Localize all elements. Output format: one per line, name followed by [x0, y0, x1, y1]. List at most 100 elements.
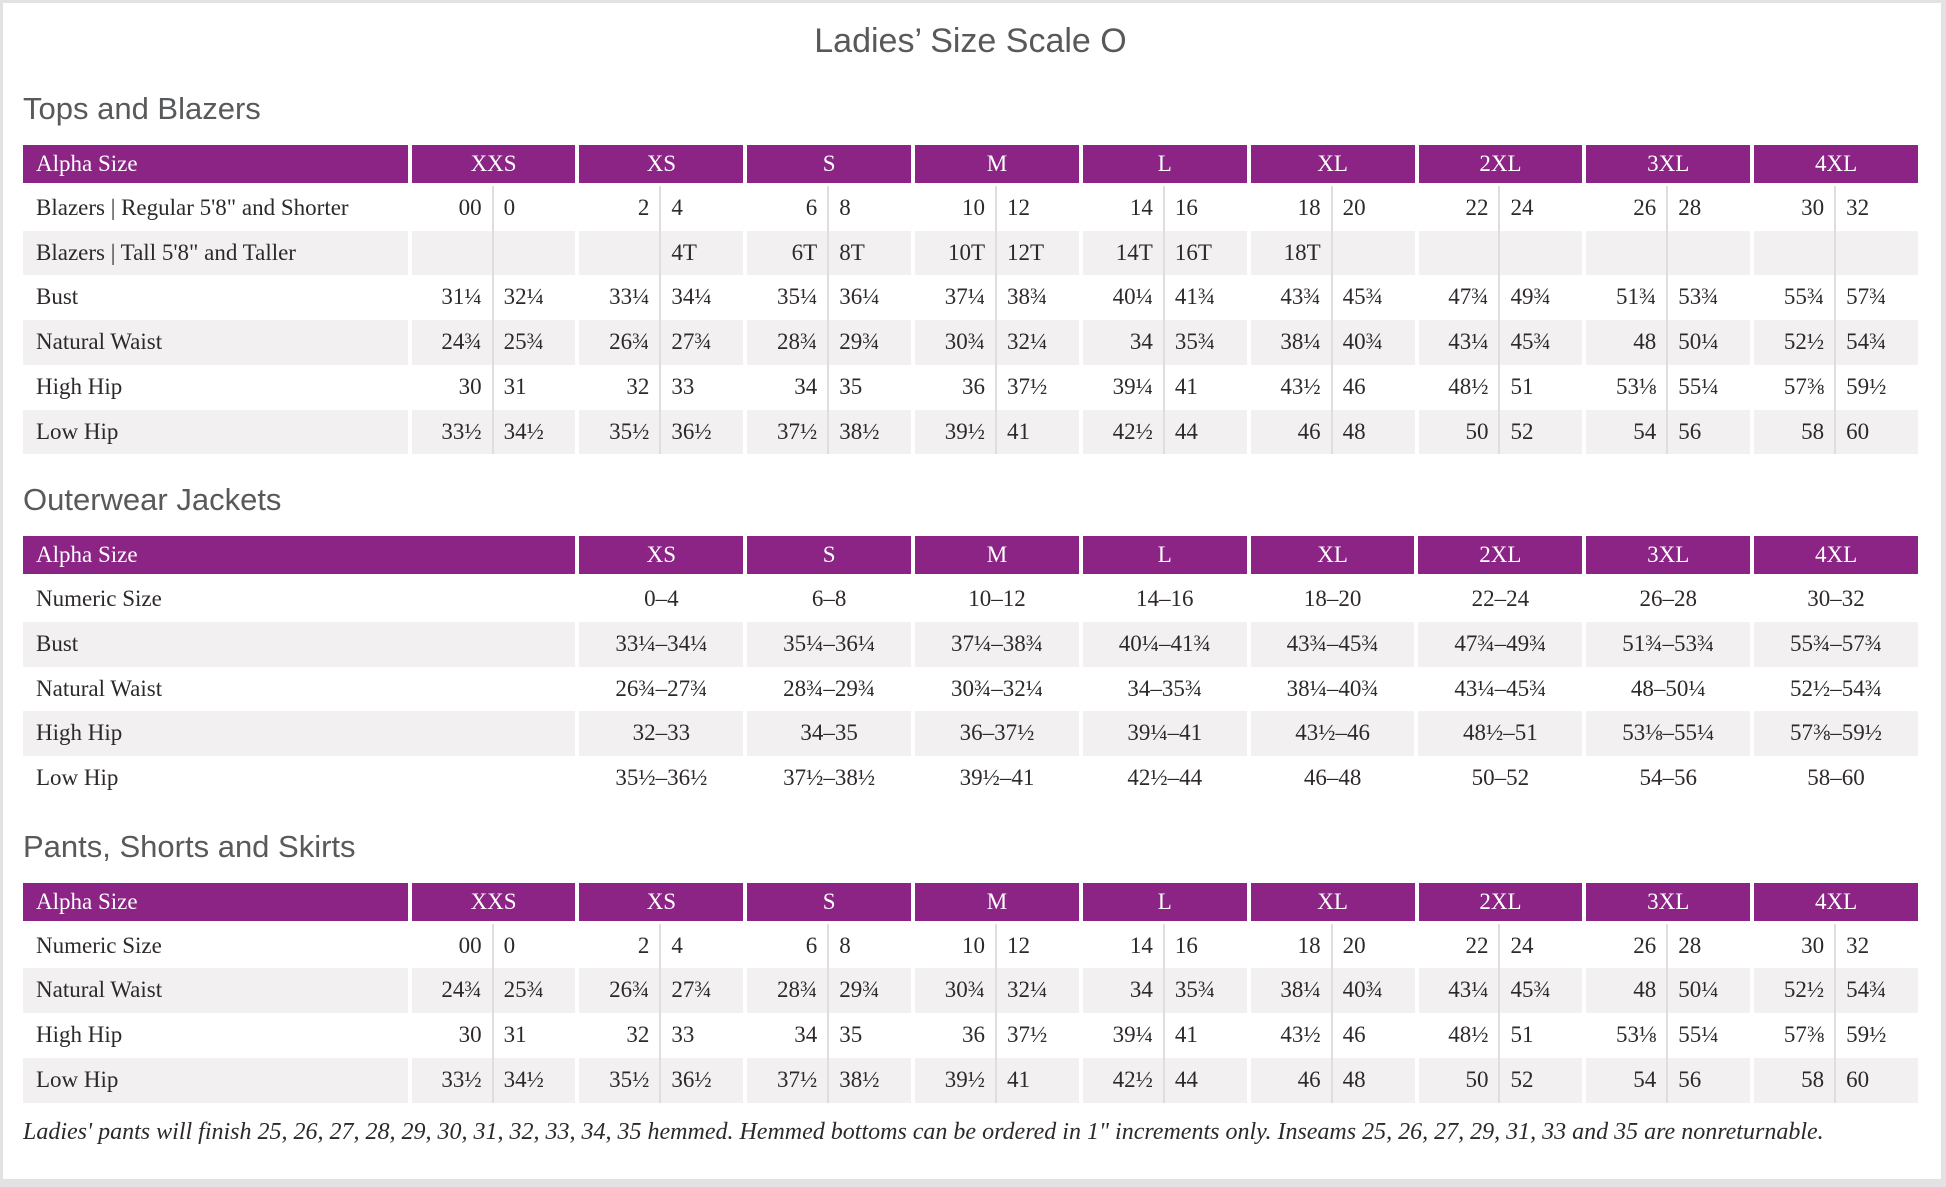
- column-header-2xl: 2XL: [1414, 144, 1583, 186]
- size-cell: 12: [995, 185, 1079, 231]
- size-cell: 45¾: [1498, 320, 1582, 365]
- size-cell: 30¾–32¼: [911, 666, 1079, 712]
- size-cell: 18: [1246, 185, 1331, 231]
- page-title: Ladies’ Size Scale O: [814, 22, 1127, 60]
- size-cell: 44: [1162, 409, 1247, 455]
- size-cell: 20: [1330, 185, 1415, 231]
- size-cell: 39½–41: [911, 756, 1079, 801]
- row-label: Bust: [36, 630, 79, 656]
- size-cell: 30: [1750, 185, 1834, 231]
- size-cell: 50¼: [1666, 968, 1750, 1014]
- size-cell: 43½: [1246, 1013, 1331, 1058]
- size-cell: 14T: [1078, 230, 1163, 276]
- size-cell: 37½: [743, 1057, 827, 1103]
- size-cell: 41: [995, 409, 1079, 455]
- size-cell: 35: [827, 364, 911, 410]
- size-cell: 56: [1666, 409, 1750, 455]
- size-cell: [491, 230, 576, 276]
- size-cell: 22: [1414, 923, 1499, 969]
- size-cell: 10: [911, 185, 995, 231]
- size-cell: 35¾: [1162, 320, 1247, 365]
- column-header-l: L: [1078, 144, 1247, 186]
- size-cell: 34½: [491, 409, 576, 455]
- size-cell: 43¼–45¾: [1414, 666, 1582, 712]
- row-label: Numeric Size: [36, 932, 162, 958]
- section-heading-pants-shorts-and-skirts: Pants, Shorts and Skirts: [23, 828, 356, 864]
- size-cell: 24: [1498, 185, 1582, 231]
- table-row: Low Hip 33½ 34½ 35½ 36½ 37½ 38½ 39½ 41 42½ 44 46 48 5…: [23, 409, 1918, 455]
- hemming-footnote: Ladies' pants will finish 25, 26, 27, 28…: [23, 1118, 1824, 1145]
- size-cell: 39¼: [1078, 364, 1163, 410]
- column-header-3xl: 3XL: [1582, 144, 1751, 186]
- column-header-xxs: XXS: [407, 882, 576, 924]
- size-cell: [1582, 230, 1666, 276]
- size-cell: [575, 230, 659, 276]
- size-cell: 38¾: [995, 275, 1079, 321]
- size-cell: 33: [659, 364, 743, 410]
- size-cell: 46: [1246, 1057, 1331, 1103]
- size-cell: 41: [1162, 364, 1247, 410]
- size-cell: 35: [827, 1013, 911, 1058]
- size-cell: [1750, 230, 1834, 276]
- size-cell: 59½: [1834, 364, 1918, 410]
- size-cell: 8: [827, 923, 911, 969]
- row-label: High Hip: [36, 1022, 123, 1048]
- size-cell: 6: [743, 923, 827, 969]
- size-table-section-outerwear-jackets: Outerwear Jackets Alpha Size XS S M L XL 2XL 3XL…: [23, 481, 1918, 801]
- size-cell: 57⅜: [1750, 364, 1834, 410]
- column-header-xs: XS: [575, 882, 744, 924]
- size-cell: 48: [1330, 409, 1415, 455]
- size-cell: 33½: [407, 409, 492, 455]
- alpha-size-header: Alpha Size: [23, 536, 576, 578]
- row-label: Low Hip: [36, 418, 119, 444]
- section-heading-outerwear-jackets: Outerwear Jackets: [23, 482, 282, 518]
- table-row: Natural Waist 24¾ 25¾ 26¾ 27¾ 28¾ 29¾ 30¾ 32¼ 34 3…: [23, 320, 1918, 365]
- size-cell: 10–12: [911, 577, 1079, 622]
- column-header-s: S: [743, 144, 912, 186]
- size-cell: 37½: [995, 1013, 1079, 1058]
- row-label: Natural Waist: [36, 329, 163, 355]
- size-cell: 32¼: [995, 968, 1079, 1014]
- size-cell: 40¾: [1330, 968, 1415, 1014]
- size-cell: 43¼: [1414, 320, 1499, 365]
- size-cell: 6T: [743, 230, 827, 276]
- size-cell: 59½: [1834, 1013, 1918, 1058]
- size-cell: 22: [1414, 185, 1499, 231]
- size-cell: 53¾: [1666, 275, 1750, 321]
- table-row: Numeric Size 0–4 6–8 10–12 14–16 18–20 22–24 26…: [23, 577, 1918, 622]
- size-cell: 36½: [659, 409, 743, 455]
- size-table-outerwear-jackets: Alpha Size XS S M L XL 2XL 3XL 4XL Numeric Size 0–…: [23, 536, 1918, 801]
- size-cell: 57⅜: [1750, 1013, 1834, 1058]
- size-cell: 41: [995, 1057, 1079, 1103]
- size-cell: 0: [491, 185, 576, 231]
- size-cell: 52: [1498, 1057, 1582, 1103]
- size-cell: 54–56: [1582, 756, 1750, 801]
- size-cell: 46: [1330, 1013, 1415, 1058]
- size-cell: 51¾–53¾: [1582, 621, 1750, 667]
- size-cell: [1834, 230, 1918, 276]
- size-cell: 35½–36½: [575, 756, 743, 801]
- size-cell: 00: [407, 923, 492, 969]
- size-cell: 10: [911, 923, 995, 969]
- row-label: Blazers | Regular 5'8" and Shorter: [36, 194, 349, 220]
- size-cell: 48½: [1414, 364, 1499, 410]
- size-cell: 33¼: [575, 275, 659, 321]
- size-cell: 32¼: [995, 320, 1079, 365]
- size-cell: 44: [1162, 1057, 1247, 1103]
- column-header-3xl: 3XL: [1582, 882, 1751, 924]
- column-header-xs: XS: [575, 144, 744, 186]
- header-row: Alpha Size XXS XS S M L XL 2XL 3XL 4XL: [23, 144, 1918, 186]
- row-label: Natural Waist: [36, 977, 163, 1003]
- size-cell: 35¼–36¼: [743, 621, 911, 667]
- size-cell: 18T: [1246, 230, 1331, 276]
- size-cell: 36–37½: [911, 711, 1079, 757]
- column-header-xl: XL: [1246, 882, 1415, 924]
- header-row: Alpha Size XS S M L XL 2XL 3XL 4XL: [23, 536, 1918, 578]
- size-cell: 25¾: [491, 320, 576, 365]
- size-cell: 35¾: [1162, 968, 1247, 1014]
- table-row: Low Hip 35½–36½ 37½–38½ 39½–41 42½–44 46–48 50…: [23, 756, 1918, 801]
- size-cell: 18–20: [1246, 577, 1415, 622]
- size-cell: 58: [1750, 409, 1834, 455]
- size-cell: 28¾: [743, 968, 827, 1014]
- size-cell: 31: [491, 1013, 576, 1058]
